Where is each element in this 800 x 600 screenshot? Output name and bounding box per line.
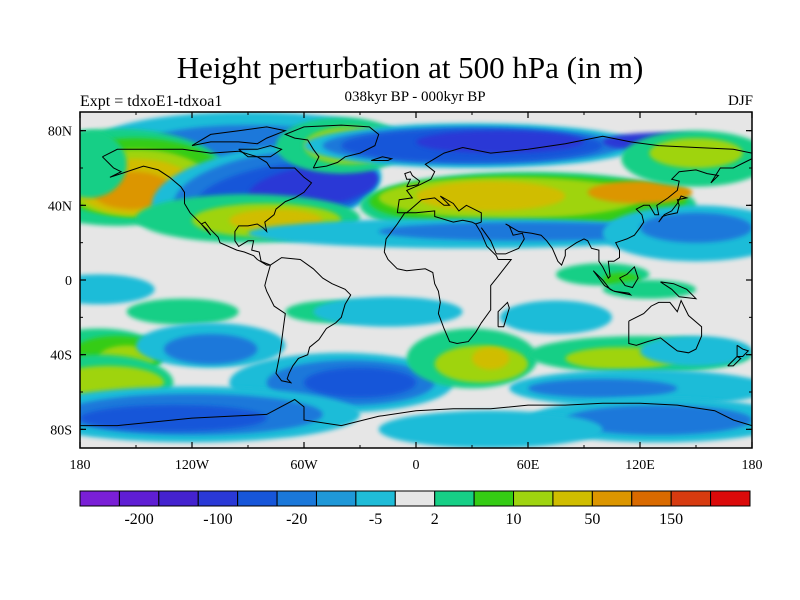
coastline — [238, 145, 283, 158]
colorbar-label: -20 — [286, 511, 307, 528]
y-tick-label: 0 — [65, 274, 72, 289]
field-region — [500, 300, 612, 335]
field-region — [602, 280, 696, 299]
field-region — [80, 130, 127, 198]
colorbar-swatch — [552, 490, 593, 507]
colorbar-swatch — [79, 490, 120, 507]
y-tick-label: 40N — [48, 199, 72, 214]
x-tick-label: 60W — [290, 458, 318, 473]
colorbar-swatch — [158, 490, 199, 507]
field-region — [416, 130, 584, 154]
coastline — [383, 212, 513, 345]
colorbar: -200 -100 -20 -5 2 10 50 150 — [79, 490, 751, 528]
season-label: DJF — [727, 93, 753, 109]
coastline — [613, 290, 633, 296]
coastline — [480, 158, 752, 279]
field-region — [472, 347, 510, 370]
colorbar-label: -100 — [203, 511, 232, 528]
coastline — [628, 299, 703, 354]
perturbation-field — [80, 112, 752, 448]
colorbar-label: -200 — [124, 511, 153, 528]
field-region — [649, 138, 743, 168]
field-region — [304, 367, 416, 398]
colorbar-label: 10 — [506, 511, 522, 528]
coastline — [736, 344, 750, 357]
field-region — [80, 405, 267, 432]
x-tick-label: 120E — [625, 458, 655, 473]
colorbar-swatch — [434, 490, 475, 507]
field-region — [528, 378, 678, 398]
coastline — [592, 270, 615, 292]
coastline — [397, 195, 482, 223]
y-tick-label: 80S — [50, 423, 72, 438]
experiment-label: Expt = tdxoE1-tdxoa1 — [80, 93, 223, 110]
colorbar-swatch — [631, 490, 672, 507]
field-region — [164, 334, 258, 365]
x-tick-label: 60E — [517, 458, 540, 473]
coastline — [404, 171, 421, 188]
field-region — [640, 336, 752, 366]
coastline — [658, 195, 689, 223]
coastline — [497, 301, 510, 328]
colorbar-label: 150 — [659, 511, 683, 528]
longitude-axis: 180 120W 60W 0 60E 120E 180 — [70, 112, 763, 473]
coastline — [264, 257, 352, 384]
field-region — [378, 222, 678, 241]
x-tick-label: 180 — [742, 458, 763, 473]
latitude-axis: 80N 40N 0 40S 80S — [48, 125, 752, 438]
colorbar-swatch — [197, 490, 239, 507]
x-tick-label: 180 — [70, 458, 91, 473]
coastline — [283, 124, 380, 169]
coastline — [102, 148, 313, 266]
y-tick-label: 40S — [50, 349, 72, 364]
colorbar-swatch — [315, 490, 357, 507]
colorbar-label: 50 — [584, 511, 600, 528]
field-region — [416, 181, 566, 211]
coastline — [80, 398, 752, 427]
colorbar-swatch — [710, 490, 751, 507]
field-region — [640, 212, 752, 243]
coastline — [191, 126, 288, 147]
chart-title: Height perturbation at 500 hPa (in m) — [176, 50, 644, 85]
coastline — [404, 210, 482, 225]
coastline — [371, 156, 394, 161]
field-region — [313, 296, 463, 327]
field-region — [80, 274, 155, 305]
field-region — [378, 410, 603, 448]
field-region — [126, 298, 239, 325]
colorbar-label: 2 — [431, 511, 439, 528]
colorbar-swatch — [513, 490, 554, 507]
colorbar-swatch — [394, 490, 436, 507]
coastline — [396, 135, 752, 213]
colorbar-swatch — [473, 490, 515, 507]
coastline — [619, 265, 639, 289]
coastlines — [80, 124, 752, 427]
y-tick-label: 80N — [48, 125, 72, 140]
colorbar-swatch — [591, 490, 633, 507]
colorbar-label: -5 — [369, 511, 382, 528]
colorbar-swatch — [670, 490, 712, 507]
x-tick-label: 120W — [175, 458, 210, 473]
field-region — [587, 181, 693, 204]
colorbar-swatch — [355, 490, 396, 507]
field-region — [565, 405, 752, 435]
coastline — [727, 355, 742, 367]
chart-subtitle: 038kyr BP - 000kyr BP — [344, 89, 486, 105]
colorbar-swatch — [118, 490, 160, 507]
colorbar-swatch — [276, 490, 317, 507]
colorbar-swatch — [237, 490, 278, 507]
x-tick-label: 0 — [413, 458, 420, 473]
map-panel — [80, 112, 752, 448]
coastline — [660, 281, 698, 300]
